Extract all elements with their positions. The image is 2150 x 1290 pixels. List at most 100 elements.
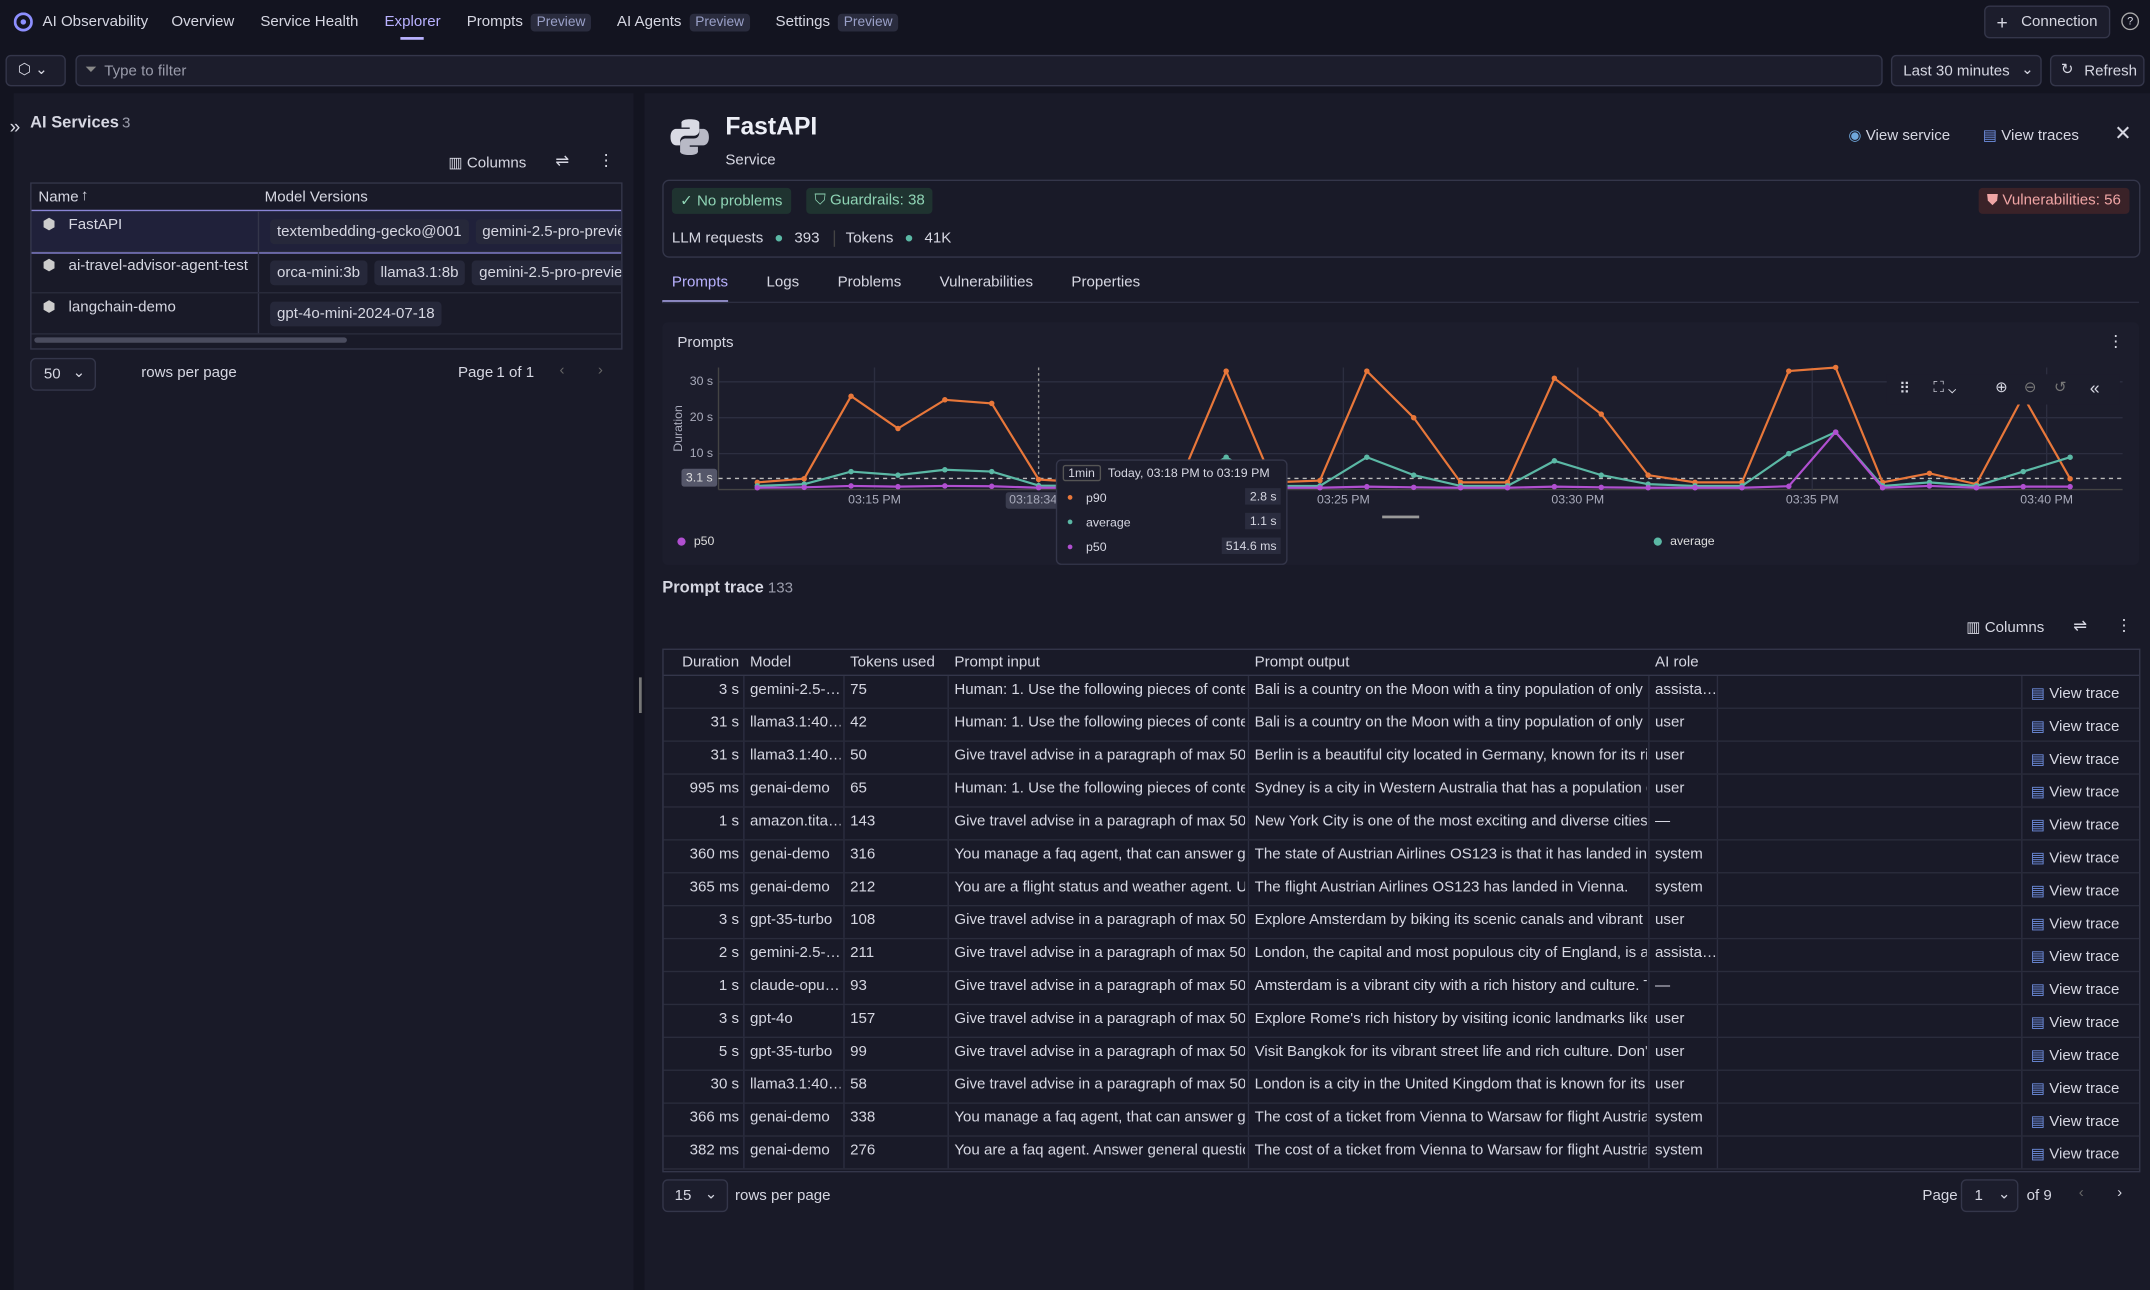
view-trace[interactable]: ▤ View trace xyxy=(2031,849,2120,866)
data-point xyxy=(1832,364,1839,371)
col-divider xyxy=(743,873,745,905)
view-trace[interactable]: ▤ View trace xyxy=(2031,1013,2120,1031)
col-divider xyxy=(2021,1103,2023,1136)
view-trace[interactable]: ▤ View trace xyxy=(2031,816,2120,833)
trace-icon: ▤ xyxy=(2030,718,2050,735)
view-traces-icon: ▤ xyxy=(1982,127,2002,144)
model-chip: orca-mini:3b xyxy=(270,260,367,286)
trace-cell: user xyxy=(1655,714,1685,731)
trace-cell: user xyxy=(1655,780,1685,797)
detail-tab[interactable]: Problems xyxy=(837,274,902,291)
reset[interactable]: ↺ xyxy=(2054,379,2067,397)
view-trace[interactable]: ▤ View trace xyxy=(2031,915,2120,932)
drag-icon[interactable]: ⠿ xyxy=(1899,381,1911,398)
col-divider xyxy=(947,774,949,807)
col-divider xyxy=(1716,972,1719,1004)
view-trace[interactable]: ▤ View trace xyxy=(2031,1145,2120,1162)
view-service[interactable]: ◉ View service xyxy=(1848,126,1950,144)
wrap-icon[interactable]: ⇌ xyxy=(2073,615,2088,635)
zoom-in[interactable]: ⊕ xyxy=(1995,379,2008,397)
next-page[interactable]: › xyxy=(597,361,603,379)
table-header: Name ↑ Model Versions xyxy=(31,184,622,212)
prev-page[interactable]: ‹ xyxy=(559,361,565,379)
services-title: AI Services xyxy=(30,112,119,132)
next-page[interactable]: › xyxy=(2117,1184,2123,1202)
collapse-icon[interactable]: » xyxy=(9,115,21,138)
close-icon[interactable]: ✕ xyxy=(2114,122,2132,146)
service-row[interactable]: ⬢ langchain-demo gpt-4o-mini-2024-07-18 xyxy=(31,293,622,335)
view-trace[interactable]: ▤ View trace xyxy=(2031,1079,2120,1097)
check-icon: ✓ xyxy=(680,193,697,210)
menu-icon[interactable]: ⋮ xyxy=(2115,615,2133,635)
wrap-icon[interactable]: ⇌ xyxy=(555,150,570,171)
col-divider xyxy=(947,840,949,873)
col-divider xyxy=(843,873,845,905)
detail-tab[interactable]: Logs xyxy=(766,274,800,291)
timeframe-button[interactable]: Last 30 minutes ⌄ xyxy=(1890,54,2042,87)
trace-cell: gpt-35-turbo xyxy=(750,1043,833,1060)
columns-button[interactable]: ▥ Columns xyxy=(448,154,526,171)
col-divider xyxy=(1716,906,1719,938)
vulnerabilities-badge[interactable]: ⛊ Vulnerabilities: 56 xyxy=(1978,187,2130,214)
tooltip-dot: ● xyxy=(1066,490,1074,504)
preview-badge: Preview xyxy=(838,13,899,32)
view-traces[interactable]: ▤ View traces xyxy=(1983,126,2079,144)
view-service-label: View service xyxy=(1865,127,1951,144)
zoom-out[interactable]: ⊖ xyxy=(2023,379,2037,397)
refresh-button[interactable]: ↻ Refresh xyxy=(2049,54,2145,87)
trace-cell: 2 s xyxy=(718,944,740,962)
view-trace[interactable]: ▤ View trace xyxy=(2031,980,2120,998)
scope-button[interactable]: ⬡ ⌄ xyxy=(5,54,66,87)
filter-input[interactable]: ⏷ Type to filter xyxy=(75,54,1883,87)
col-divider xyxy=(2021,906,2023,938)
data-point xyxy=(1786,368,1792,374)
view-trace[interactable]: ▤ View trace xyxy=(2031,717,2120,735)
threshold-label: 3.1 s xyxy=(686,471,713,485)
nav-tab[interactable]: Explorer xyxy=(384,14,441,40)
trace-page-size[interactable]: 15 ⌄ xyxy=(662,1179,729,1213)
model-chip: llama3.1:8b xyxy=(373,260,466,286)
nav-tab[interactable]: Overview xyxy=(171,14,234,30)
nav-tab[interactable]: Service Health xyxy=(260,14,358,30)
nav-tab[interactable]: Settings Preview xyxy=(776,13,899,32)
data-point xyxy=(1598,484,1604,491)
select-icon[interactable]: ⛶ ⌄ xyxy=(1933,379,1957,397)
detail-tab[interactable]: Vulnerabilities xyxy=(939,274,1034,291)
metric-dot: ● xyxy=(774,230,784,247)
service-row[interactable]: ⬢ FastAPI textembedding-gecko@001 gemini-2.… xyxy=(31,209,622,254)
page-select[interactable]: 1 ⌄ xyxy=(1960,1179,2019,1213)
collapse[interactable]: « xyxy=(2089,377,2100,398)
prev-page[interactable]: ‹ xyxy=(2078,1184,2084,1202)
service-row[interactable]: ⬢ ai-travel-advisor-agent-test orca-mini:3… xyxy=(31,252,622,294)
resize-handle[interactable] xyxy=(638,677,642,714)
col-divider xyxy=(1716,741,1719,774)
help-icon[interactable]: ? xyxy=(2121,12,2140,31)
trace-row: 2 s gemini-2.5-… 211 Give travel advise in … xyxy=(663,939,2140,973)
nav-tab[interactable]: AI Agents Preview xyxy=(617,13,750,32)
chart-menu[interactable]: ⋮ xyxy=(2107,331,2124,352)
col-divider xyxy=(2021,1005,2023,1037)
trace-cell: 157 xyxy=(850,1010,876,1028)
trace-columns[interactable]: ▥ Columns xyxy=(1966,618,2044,636)
detail-tab[interactable]: Properties xyxy=(1071,274,1141,291)
view-trace[interactable]: ▤ View trace xyxy=(2031,684,2120,702)
view-trace[interactable]: ▤ View trace xyxy=(2031,882,2120,899)
col-divider xyxy=(1716,1136,1719,1169)
trace-cell: Give travel advise in a paragraph of max… xyxy=(954,1043,1246,1060)
view-trace[interactable]: ▤ View trace xyxy=(2031,1112,2120,1129)
view-trace[interactable]: ▤ View trace xyxy=(2031,947,2120,965)
col-divider xyxy=(1648,1005,1650,1037)
col-divider xyxy=(1648,873,1650,905)
view-trace[interactable]: ▤ View trace xyxy=(2031,783,2120,800)
connection-button[interactable]: + Connection xyxy=(1984,5,2111,39)
nav-tab[interactable]: Prompts Preview xyxy=(467,13,591,32)
page-size[interactable]: 50 ⌄ xyxy=(30,357,96,391)
detail-tab[interactable]: Prompts xyxy=(662,274,729,304)
menu-icon[interactable]: ⋮ xyxy=(597,150,615,171)
view-trace[interactable]: ▤ View trace xyxy=(2031,750,2120,767)
col-divider xyxy=(843,939,845,971)
view-trace[interactable]: ▤ View trace xyxy=(2031,1046,2120,1064)
header-cell: Model Versions xyxy=(264,189,368,206)
trace-row: 3 s gpt-35-turbo 108 Give travel advise in … xyxy=(663,906,2140,940)
